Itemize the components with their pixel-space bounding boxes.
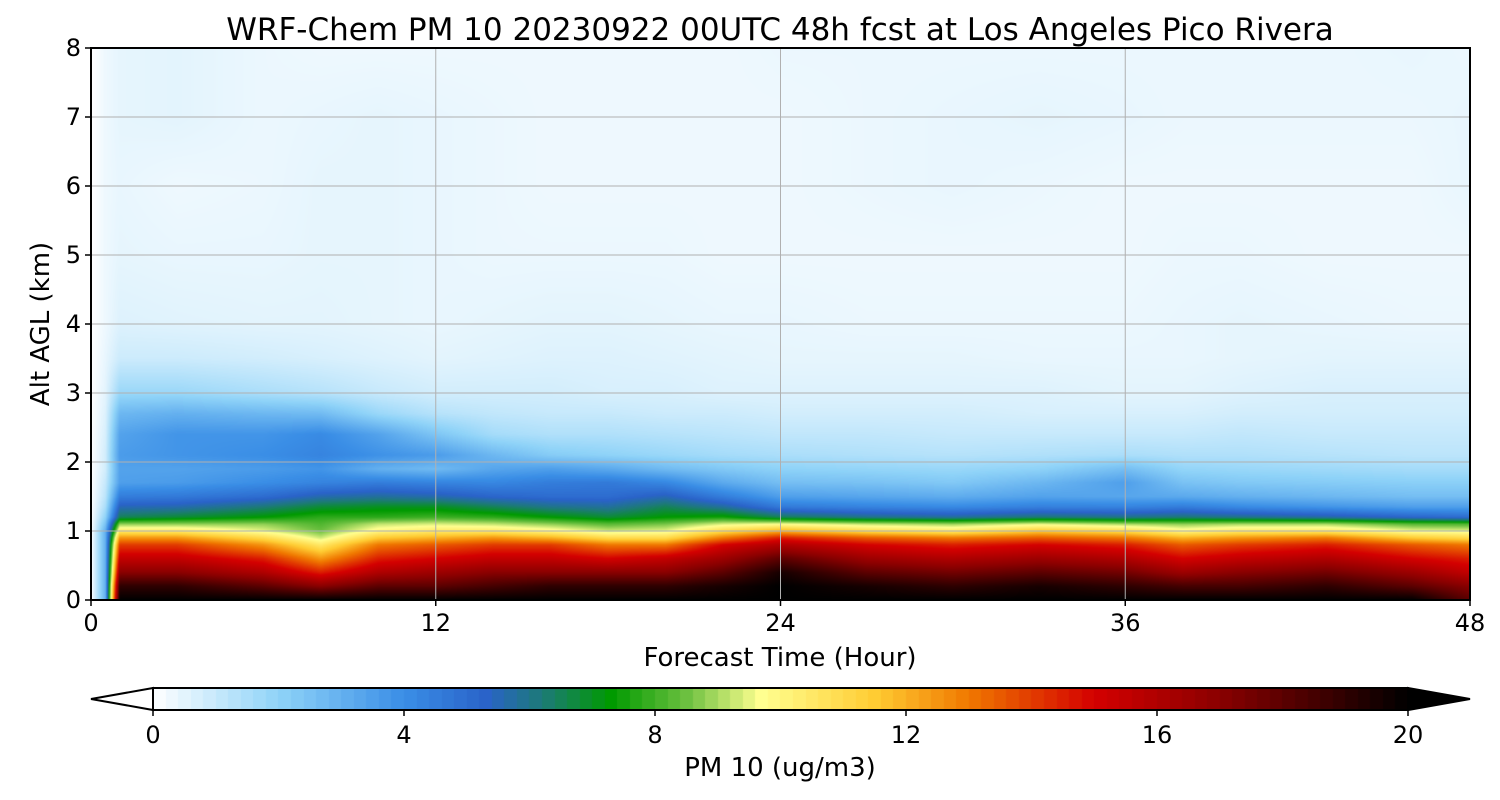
colorbar-tick-label: 12 (891, 721, 922, 749)
colorbar-ticks: 0 4 8 12 16 20 (145, 710, 1423, 749)
colorbar-tick-label: 8 (647, 721, 662, 749)
x-axis-ticks: 0 12 24 36 48 (83, 600, 1485, 637)
y-tick-label: 5 (66, 241, 81, 269)
y-tick-label: 6 (66, 172, 81, 200)
plot-grid (91, 48, 1470, 600)
colorbar-min-extend-arrow (90, 686, 154, 712)
y-tick-label: 3 (66, 379, 81, 407)
colorbar-gradient (153, 688, 1408, 710)
x-axis-label: Forecast Time (Hour) (643, 643, 916, 673)
colorbar: 0 4 8 12 16 20 PM 10 (ug/m3) (90, 686, 1471, 783)
x-tick-label: 36 (1110, 609, 1141, 637)
colorbar-tick-label: 16 (1142, 721, 1173, 749)
y-tick-label: 4 (66, 310, 81, 338)
x-tick-label: 0 (83, 609, 98, 637)
colorbar-frame (152, 687, 1409, 711)
y-tick-label: 7 (66, 103, 81, 131)
colorbar-max-extend-arrow (1407, 686, 1471, 712)
x-tick-label: 48 (1455, 609, 1486, 637)
y-tick-label: 8 (66, 34, 81, 62)
y-tick-label: 2 (66, 448, 81, 476)
colorbar-tick-label: 0 (145, 721, 160, 749)
x-tick-label: 24 (765, 609, 796, 637)
y-axis-ticks: 0 1 2 3 4 5 6 7 8 (66, 34, 91, 614)
colorbar-tick-label: 20 (1393, 721, 1424, 749)
y-tick-label: 0 (66, 586, 81, 614)
chart-title: WRF-Chem PM 10 20230922 00UTC 48h fcst a… (226, 12, 1333, 48)
y-axis-label: Alt AGL (km) (26, 242, 56, 406)
y-tick-label: 1 (66, 517, 81, 545)
x-tick-label: 12 (420, 609, 451, 637)
colorbar-tick-label: 4 (396, 721, 411, 749)
colorbar-label: PM 10 (ug/m3) (684, 753, 876, 783)
